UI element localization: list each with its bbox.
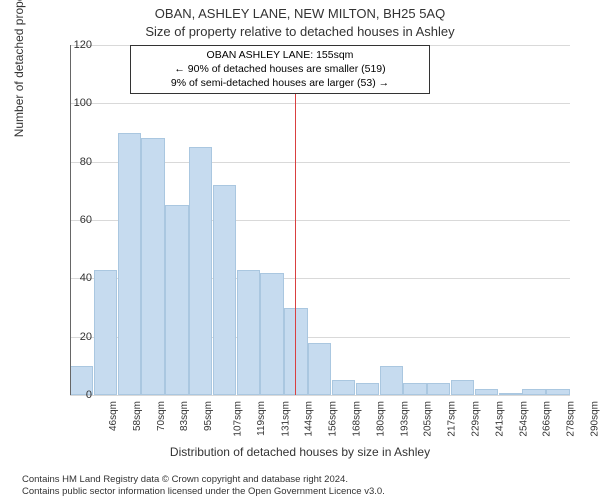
footer-line1: Contains HM Land Registry data © Crown c… — [22, 474, 385, 486]
histogram-bar — [451, 380, 474, 395]
histogram-bar — [427, 383, 450, 395]
histogram-bar — [237, 270, 260, 395]
histogram-bar — [308, 343, 331, 396]
annotation-line3: 9% of semi-detached houses are larger (5… — [135, 76, 425, 90]
footer-line2: Contains public sector information licen… — [22, 486, 385, 498]
x-tick-label: 95sqm — [203, 401, 214, 431]
histogram-bar — [165, 205, 188, 395]
x-tick-label: 107sqm — [233, 401, 244, 437]
histogram-bar — [141, 138, 164, 395]
histogram-bar — [189, 147, 212, 395]
histogram-bar — [546, 389, 569, 395]
histogram-bar — [499, 393, 522, 395]
x-tick-label: 205sqm — [423, 401, 434, 437]
x-tick-label: 254sqm — [518, 401, 529, 437]
histogram-bar — [332, 380, 355, 395]
histogram-bar — [213, 185, 236, 395]
histogram-bar — [380, 366, 403, 395]
x-tick-label: 229sqm — [471, 401, 482, 437]
y-tick-label: 20 — [62, 331, 92, 343]
chart-subtitle: Size of property relative to detached ho… — [0, 24, 600, 39]
y-tick-label: 40 — [62, 272, 92, 284]
y-tick-label: 80 — [62, 156, 92, 168]
chart-title-address: OBAN, ASHLEY LANE, NEW MILTON, BH25 5AQ — [0, 6, 600, 21]
footer-attribution: Contains HM Land Registry data © Crown c… — [22, 474, 385, 498]
x-tick-label: 144sqm — [304, 401, 315, 437]
grid-line — [70, 103, 570, 104]
x-tick-label: 58sqm — [132, 401, 143, 431]
y-tick-label: 100 — [62, 97, 92, 109]
x-tick-label: 131sqm — [280, 401, 291, 437]
x-tick-label: 119sqm — [256, 401, 267, 436]
x-axis-label: Distribution of detached houses by size … — [0, 445, 600, 459]
x-tick-label: 70sqm — [156, 401, 167, 431]
histogram-bar — [284, 308, 307, 396]
x-tick-label: 46sqm — [108, 401, 119, 431]
y-axis-label: Number of detached properties — [12, 0, 26, 137]
x-tick-label: 193sqm — [399, 401, 410, 437]
x-tick-label: 266sqm — [542, 401, 553, 437]
x-tick-label: 290sqm — [590, 401, 600, 437]
grid-line — [70, 395, 570, 396]
y-tick-label: 60 — [62, 214, 92, 226]
x-tick-label: 156sqm — [328, 401, 339, 437]
y-tick-label: 120 — [62, 39, 92, 51]
annotation-line2: ← 90% of detached houses are smaller (51… — [135, 62, 425, 76]
marker-line — [295, 45, 296, 395]
x-tick-label: 83sqm — [179, 401, 190, 431]
histogram-bar — [475, 389, 498, 395]
histogram-bar — [403, 383, 426, 395]
x-tick-label: 217sqm — [447, 401, 458, 437]
x-tick-label: 168sqm — [352, 401, 363, 437]
histogram-bar — [522, 389, 545, 395]
annotation-line1: OBAN ASHLEY LANE: 155sqm — [135, 48, 425, 62]
x-tick-label: 278sqm — [566, 401, 577, 437]
plot-area — [70, 45, 570, 395]
chart-container: OBAN, ASHLEY LANE, NEW MILTON, BH25 5AQ … — [0, 0, 600, 500]
y-tick-label: 0 — [62, 389, 92, 401]
histogram-bar — [94, 270, 117, 395]
x-tick-label: 241sqm — [494, 401, 505, 437]
histogram-bar — [118, 133, 141, 396]
histogram-bar — [356, 383, 379, 395]
histogram-bar — [260, 273, 283, 396]
x-tick-label: 180sqm — [375, 401, 386, 437]
annotation-box: OBAN ASHLEY LANE: 155sqm ← 90% of detach… — [130, 45, 430, 94]
